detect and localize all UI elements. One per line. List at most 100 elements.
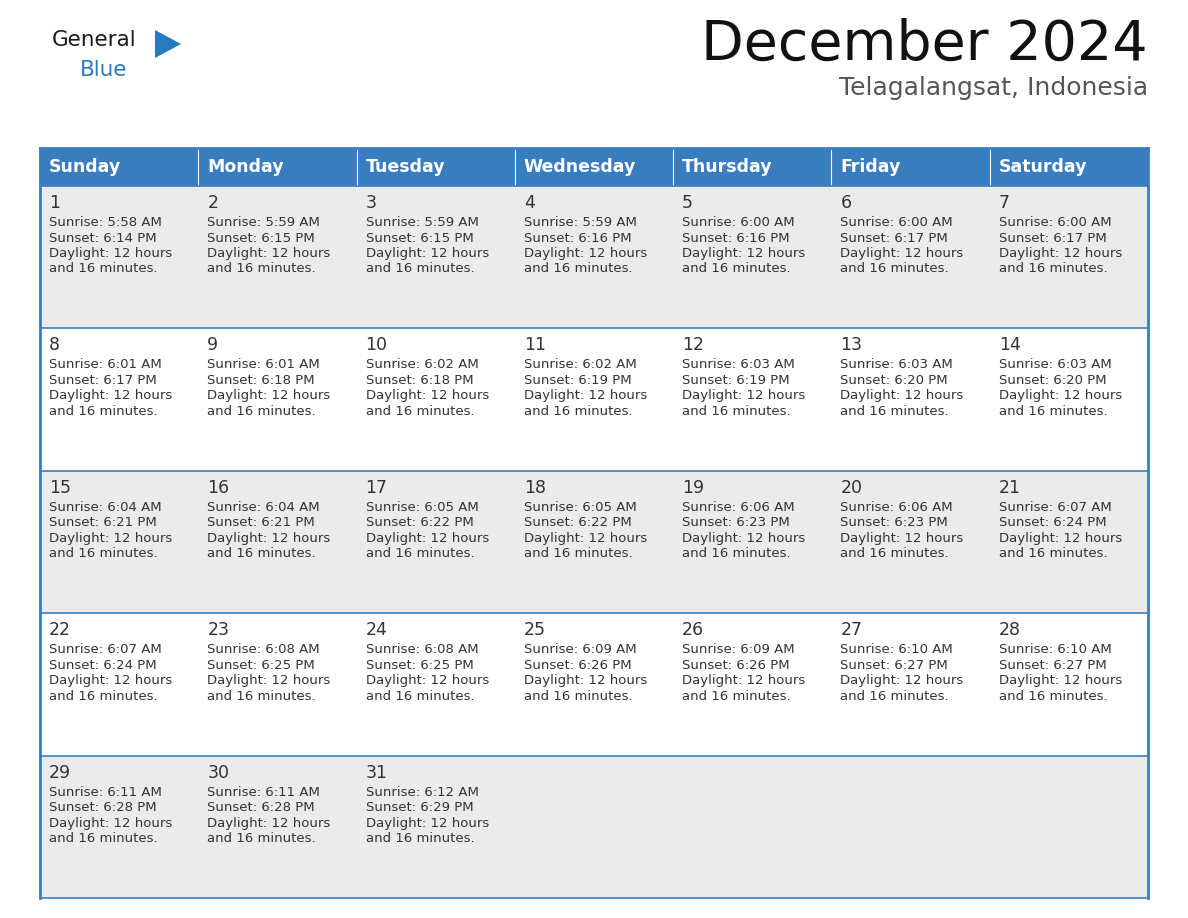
Text: Daylight: 12 hours: Daylight: 12 hours xyxy=(366,674,488,688)
Bar xyxy=(674,186,832,329)
Text: Sunrise: 6:10 AM: Sunrise: 6:10 AM xyxy=(999,644,1112,656)
Bar xyxy=(40,329,198,471)
Text: Sunrise: 6:05 AM: Sunrise: 6:05 AM xyxy=(366,501,479,514)
Text: Sunset: 6:25 PM: Sunset: 6:25 PM xyxy=(207,659,315,672)
Text: Sunrise: 6:04 AM: Sunrise: 6:04 AM xyxy=(207,501,320,514)
Text: Daylight: 12 hours: Daylight: 12 hours xyxy=(840,247,963,260)
Text: Daylight: 12 hours: Daylight: 12 hours xyxy=(524,532,647,544)
Text: Sunset: 6:16 PM: Sunset: 6:16 PM xyxy=(682,231,790,244)
Bar xyxy=(356,148,514,186)
Bar xyxy=(356,329,514,471)
Text: Sunset: 6:16 PM: Sunset: 6:16 PM xyxy=(524,231,632,244)
Text: Sunrise: 6:12 AM: Sunrise: 6:12 AM xyxy=(366,786,479,799)
Text: 26: 26 xyxy=(682,621,704,639)
Bar xyxy=(514,148,674,186)
Bar xyxy=(514,756,674,898)
Text: and 16 minutes.: and 16 minutes. xyxy=(682,263,791,275)
Text: Daylight: 12 hours: Daylight: 12 hours xyxy=(207,674,330,688)
Text: Sunrise: 6:11 AM: Sunrise: 6:11 AM xyxy=(207,786,320,799)
Text: Daylight: 12 hours: Daylight: 12 hours xyxy=(366,247,488,260)
Bar xyxy=(198,186,356,329)
Text: and 16 minutes.: and 16 minutes. xyxy=(366,547,474,560)
Bar xyxy=(990,756,1148,898)
Text: Sunrise: 6:00 AM: Sunrise: 6:00 AM xyxy=(682,216,795,229)
Bar xyxy=(674,148,832,186)
Text: 4: 4 xyxy=(524,194,535,212)
Bar xyxy=(40,613,198,756)
Text: 18: 18 xyxy=(524,479,545,497)
Text: 8: 8 xyxy=(49,336,61,354)
Text: Saturday: Saturday xyxy=(999,158,1087,176)
Text: and 16 minutes.: and 16 minutes. xyxy=(49,405,158,418)
Text: Sunrise: 5:59 AM: Sunrise: 5:59 AM xyxy=(366,216,479,229)
Bar xyxy=(514,613,674,756)
Bar xyxy=(40,471,198,613)
Text: Sunrise: 6:11 AM: Sunrise: 6:11 AM xyxy=(49,786,162,799)
Text: Daylight: 12 hours: Daylight: 12 hours xyxy=(682,389,805,402)
Text: Sunset: 6:17 PM: Sunset: 6:17 PM xyxy=(840,231,948,244)
Text: and 16 minutes.: and 16 minutes. xyxy=(49,832,158,845)
Text: Daylight: 12 hours: Daylight: 12 hours xyxy=(999,532,1121,544)
Bar xyxy=(990,329,1148,471)
Text: Daylight: 12 hours: Daylight: 12 hours xyxy=(999,389,1121,402)
Bar xyxy=(514,186,674,329)
Text: and 16 minutes.: and 16 minutes. xyxy=(524,689,632,702)
Text: Daylight: 12 hours: Daylight: 12 hours xyxy=(682,674,805,688)
Text: 3: 3 xyxy=(366,194,377,212)
Text: 25: 25 xyxy=(524,621,545,639)
Bar xyxy=(832,329,990,471)
Polygon shape xyxy=(154,30,181,58)
Text: Daylight: 12 hours: Daylight: 12 hours xyxy=(840,389,963,402)
Text: General: General xyxy=(52,30,137,50)
Bar xyxy=(198,329,356,471)
Text: and 16 minutes.: and 16 minutes. xyxy=(366,832,474,845)
Bar xyxy=(832,756,990,898)
Text: 2: 2 xyxy=(207,194,219,212)
Text: Sunset: 6:17 PM: Sunset: 6:17 PM xyxy=(49,374,157,386)
Text: Sunset: 6:28 PM: Sunset: 6:28 PM xyxy=(49,801,157,814)
Bar xyxy=(674,329,832,471)
Text: Sunset: 6:25 PM: Sunset: 6:25 PM xyxy=(366,659,473,672)
Text: Sunrise: 6:03 AM: Sunrise: 6:03 AM xyxy=(840,358,953,372)
Text: Sunset: 6:24 PM: Sunset: 6:24 PM xyxy=(49,659,157,672)
Text: Daylight: 12 hours: Daylight: 12 hours xyxy=(207,817,330,830)
Text: 11: 11 xyxy=(524,336,545,354)
Text: and 16 minutes.: and 16 minutes. xyxy=(366,689,474,702)
Bar xyxy=(40,756,198,898)
Text: 29: 29 xyxy=(49,764,71,781)
Text: Sunrise: 5:59 AM: Sunrise: 5:59 AM xyxy=(524,216,637,229)
Text: 6: 6 xyxy=(840,194,852,212)
Text: Sunset: 6:22 PM: Sunset: 6:22 PM xyxy=(524,516,632,530)
Text: Sunset: 6:23 PM: Sunset: 6:23 PM xyxy=(682,516,790,530)
Text: Daylight: 12 hours: Daylight: 12 hours xyxy=(682,532,805,544)
Bar xyxy=(198,148,356,186)
Text: Sunrise: 6:02 AM: Sunrise: 6:02 AM xyxy=(366,358,479,372)
Text: Telagalangsat, Indonesia: Telagalangsat, Indonesia xyxy=(839,76,1148,100)
Text: Daylight: 12 hours: Daylight: 12 hours xyxy=(49,389,172,402)
Text: Sunset: 6:14 PM: Sunset: 6:14 PM xyxy=(49,231,157,244)
Text: Daylight: 12 hours: Daylight: 12 hours xyxy=(524,247,647,260)
Bar xyxy=(514,329,674,471)
Text: Sunset: 6:23 PM: Sunset: 6:23 PM xyxy=(840,516,948,530)
Text: 7: 7 xyxy=(999,194,1010,212)
Text: and 16 minutes.: and 16 minutes. xyxy=(524,263,632,275)
Bar xyxy=(832,613,990,756)
Text: 23: 23 xyxy=(207,621,229,639)
Text: 1: 1 xyxy=(49,194,61,212)
Text: Sunset: 6:20 PM: Sunset: 6:20 PM xyxy=(999,374,1106,386)
Text: Sunrise: 6:06 AM: Sunrise: 6:06 AM xyxy=(682,501,795,514)
Text: and 16 minutes.: and 16 minutes. xyxy=(207,832,316,845)
Text: Sunrise: 6:00 AM: Sunrise: 6:00 AM xyxy=(999,216,1111,229)
Text: 27: 27 xyxy=(840,621,862,639)
Bar xyxy=(514,471,674,613)
Text: Daylight: 12 hours: Daylight: 12 hours xyxy=(366,817,488,830)
Bar xyxy=(198,756,356,898)
Text: Sunset: 6:15 PM: Sunset: 6:15 PM xyxy=(207,231,315,244)
Text: Sunrise: 6:07 AM: Sunrise: 6:07 AM xyxy=(49,644,162,656)
Text: 14: 14 xyxy=(999,336,1020,354)
Text: Daylight: 12 hours: Daylight: 12 hours xyxy=(840,674,963,688)
Text: Monday: Monday xyxy=(207,158,284,176)
Text: 31: 31 xyxy=(366,764,387,781)
Text: Sunset: 6:17 PM: Sunset: 6:17 PM xyxy=(999,231,1106,244)
Text: 28: 28 xyxy=(999,621,1020,639)
